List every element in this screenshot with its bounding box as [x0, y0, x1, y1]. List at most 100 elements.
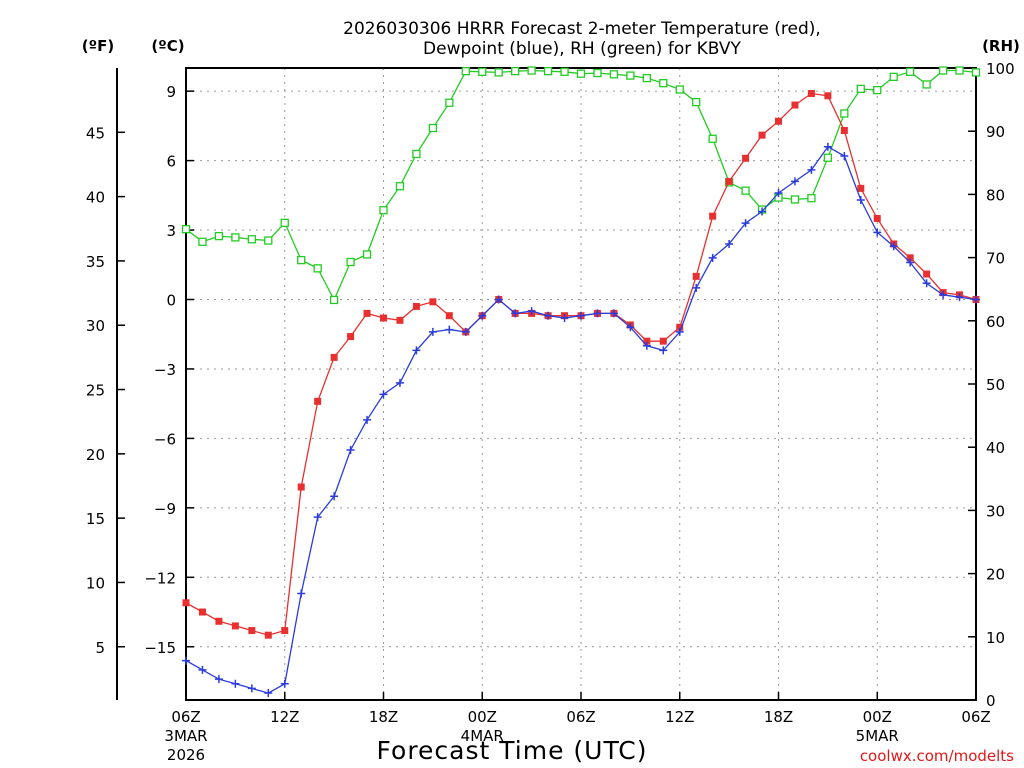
temperature-point — [857, 184, 865, 192]
rh-point — [823, 153, 833, 162]
dewpoint-point — [478, 311, 487, 320]
rh-tick-label: 30 — [986, 502, 1005, 520]
dewpoint-point — [363, 415, 372, 424]
rh-tick-label: 0 — [986, 692, 996, 710]
celsius-tick-label: −12 — [144, 569, 176, 587]
rh-tick-label: 100 — [986, 60, 1015, 78]
dewpoint-point — [741, 219, 750, 228]
temperature-point — [923, 270, 931, 278]
celsius-tick-label: 3 — [166, 222, 176, 240]
rh-tick-label: 20 — [986, 566, 1005, 584]
rh-point — [247, 235, 256, 244]
rh-point — [659, 79, 668, 88]
rh-point — [428, 123, 438, 133]
temperature-point — [824, 92, 832, 100]
rh-point — [280, 218, 289, 227]
temperature-point — [445, 312, 453, 320]
dewpoint-point — [560, 314, 569, 323]
year-tick-label: 2026 — [167, 746, 205, 764]
dewpoint-point — [297, 589, 306, 598]
temperature-point — [906, 254, 914, 262]
temperature-point — [264, 631, 272, 639]
rh-point — [214, 231, 224, 241]
dewpoint-point — [922, 279, 931, 288]
temperature-point — [775, 117, 782, 125]
rh-tick-label: 40 — [986, 439, 1005, 457]
rh-point — [543, 67, 553, 76]
dewpoint-point — [906, 258, 915, 267]
dewpoint-point — [395, 378, 404, 387]
time-tick-label: 00Z — [863, 708, 892, 726]
dewpoint-point — [873, 228, 882, 237]
dewpoint-point — [758, 207, 767, 216]
dewpoint-point — [544, 311, 553, 320]
temperature-point — [330, 353, 338, 361]
dewpoint-point — [856, 195, 865, 204]
dewpoint-point — [955, 293, 964, 302]
fahrenheit-tick-label: 40 — [86, 189, 105, 207]
temperature-point — [347, 333, 355, 341]
temperature-point — [215, 617, 223, 625]
series-dewpoint — [182, 142, 980, 698]
rh-point — [593, 68, 602, 78]
time-tick-label: 12Z — [665, 708, 694, 726]
fahrenheit-tick-label: 10 — [86, 574, 105, 592]
rh-point — [445, 98, 454, 107]
fahrenheit-tick-label: 35 — [86, 253, 105, 271]
temperature-point — [281, 627, 289, 635]
rh-point — [840, 109, 849, 118]
dewpoint-point — [692, 283, 701, 292]
dewpoint-point — [823, 142, 832, 151]
rh-tick-label: 80 — [986, 186, 1005, 204]
date-tick-label: 5MAR — [856, 727, 899, 745]
rh-point — [461, 67, 470, 76]
fahrenheit-tick-label: 45 — [86, 124, 105, 142]
rh-point — [626, 71, 635, 80]
time-tick-label: 12Z — [270, 708, 299, 726]
dewpoint-point — [659, 346, 668, 355]
rh-point — [906, 67, 915, 76]
rh-tick-label: 90 — [986, 123, 1005, 141]
rh-point — [873, 85, 882, 95]
rh-point — [297, 255, 306, 265]
temperature-point — [758, 131, 766, 139]
date-tick-label: 4MAR — [461, 727, 504, 745]
dewpoint-point — [790, 177, 799, 186]
rh-point — [790, 195, 800, 204]
rh-point — [807, 194, 816, 203]
x-axis-label: Forecast Time (UTC) — [377, 736, 648, 765]
rh-point — [379, 206, 388, 215]
fahrenheit-tick-label: 15 — [86, 510, 105, 528]
rh-point — [511, 67, 520, 76]
chart-title-line-1: 2026030306 HRRR Forecast 2-meter Tempera… — [343, 19, 821, 39]
rh-tick-label: 60 — [986, 313, 1005, 331]
temperature-point — [314, 397, 322, 405]
dewpoint-point — [840, 151, 849, 160]
dewpoint-point — [889, 242, 898, 251]
rh-point — [329, 295, 339, 305]
dewpoint-point — [642, 341, 651, 350]
rh-point — [412, 149, 421, 159]
celsius-tick-label: 6 — [166, 153, 176, 171]
dewpoint-point — [609, 309, 618, 318]
celsius-tick-label: 9 — [166, 83, 176, 101]
dewpoint-point — [313, 513, 322, 522]
rh-point — [708, 134, 717, 143]
temperature-point — [873, 214, 881, 222]
celsius-unit-label: (ºC) — [151, 37, 184, 55]
temperature-point — [709, 212, 717, 220]
series-rh — [181, 66, 981, 305]
dewpoint-point — [593, 309, 602, 318]
dewpoint-point — [577, 311, 585, 320]
celsius-tick-label: −3 — [154, 361, 176, 379]
dewpoint-point — [527, 307, 536, 316]
rh-point — [692, 97, 701, 107]
rh-point — [395, 182, 405, 191]
rh-point — [527, 66, 536, 75]
celsius-tick-label: 0 — [166, 292, 176, 310]
dewpoint-point — [725, 239, 734, 248]
dewpoint-point — [379, 390, 388, 399]
